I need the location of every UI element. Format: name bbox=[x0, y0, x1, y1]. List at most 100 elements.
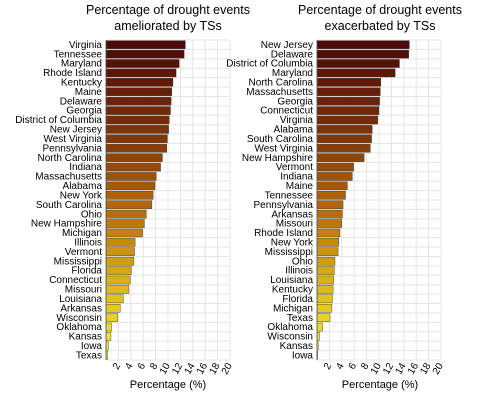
x-tick-label: 20 bbox=[220, 361, 235, 377]
x-tick-label: 2 bbox=[111, 361, 124, 372]
bar bbox=[316, 125, 373, 134]
x-tick-label: 16 bbox=[406, 361, 421, 377]
category-label: New Hampshire bbox=[31, 219, 103, 230]
x-tick-label: 6 bbox=[347, 361, 360, 372]
category-label: Delaware bbox=[271, 49, 314, 60]
bar bbox=[316, 191, 346, 200]
category-label: Florida bbox=[282, 294, 313, 305]
bar bbox=[105, 219, 145, 228]
category-label: Indiana bbox=[69, 162, 102, 173]
category-label: Michigan bbox=[62, 228, 102, 239]
category-label: Rhode Island bbox=[43, 68, 102, 79]
bar bbox=[105, 200, 153, 209]
bar bbox=[316, 219, 342, 228]
category-label: District of Columbia bbox=[226, 59, 313, 70]
bar bbox=[105, 266, 132, 275]
category-label: South Carolina bbox=[36, 200, 103, 211]
bar bbox=[105, 294, 124, 304]
x-tick-label: 12 bbox=[381, 361, 396, 377]
category-label: Alabama bbox=[63, 181, 103, 192]
category-label: New Jersey bbox=[261, 40, 313, 51]
category-label: Arkansas bbox=[271, 209, 313, 220]
category-label: Tennessee bbox=[265, 190, 314, 201]
category-label: Florida bbox=[71, 266, 102, 277]
x-tick-label: 18 bbox=[207, 361, 222, 377]
bar bbox=[316, 59, 400, 68]
category-label: Maine bbox=[286, 181, 314, 192]
category-label: Pennsylvania bbox=[43, 143, 103, 154]
category-label: Arkansas bbox=[60, 303, 102, 314]
bar bbox=[316, 285, 334, 294]
bar bbox=[105, 134, 168, 144]
category-label: Texas bbox=[76, 350, 102, 361]
bar bbox=[316, 40, 410, 49]
bar bbox=[105, 322, 112, 332]
category-label: Michigan bbox=[273, 303, 313, 314]
category-label: Tennessee bbox=[54, 49, 103, 60]
bar bbox=[105, 209, 147, 219]
category-label: North Carolina bbox=[38, 153, 103, 164]
bar bbox=[105, 78, 174, 87]
bar bbox=[316, 228, 341, 238]
x-axis-label: Percentage (%) bbox=[130, 379, 206, 391]
x-tick-label: 10 bbox=[158, 361, 173, 377]
x-tick-label: 14 bbox=[394, 361, 409, 377]
bar bbox=[105, 143, 167, 153]
bar bbox=[316, 172, 353, 181]
x-tick-label: 6 bbox=[136, 361, 149, 372]
category-label: South Carolina bbox=[247, 134, 314, 145]
x-tick-label: 14 bbox=[183, 361, 198, 377]
bar bbox=[316, 266, 335, 275]
category-label: Oklahoma bbox=[267, 322, 313, 333]
bar bbox=[316, 303, 333, 313]
x-tick-label: 4 bbox=[123, 361, 136, 372]
category-label: Connecticut bbox=[260, 106, 313, 117]
category-label: Massachusetts bbox=[246, 87, 313, 98]
bar bbox=[105, 115, 170, 125]
chart-title-line1: Percentage of drought events bbox=[298, 3, 462, 17]
chart-exacerbated: Percentage of drought events exacerbated… bbox=[226, 3, 462, 391]
bar bbox=[105, 228, 143, 238]
bar bbox=[105, 332, 112, 341]
category-label: North Carolina bbox=[249, 77, 314, 88]
x-tick-label: 12 bbox=[170, 361, 185, 377]
bar bbox=[105, 285, 130, 294]
category-label: Connecticut bbox=[49, 275, 102, 286]
category-label: Missouri bbox=[65, 285, 102, 296]
bar bbox=[105, 87, 172, 97]
category-label: New York bbox=[271, 237, 314, 248]
category-label: West Virginia bbox=[43, 134, 102, 145]
category-label: Pennsylvania bbox=[254, 200, 314, 211]
x-axis-label: Percentage (%) bbox=[342, 379, 418, 391]
category-label: Indiana bbox=[280, 172, 313, 183]
category-label: Wisconsin bbox=[267, 332, 313, 343]
bar bbox=[105, 40, 186, 49]
bar bbox=[316, 49, 409, 59]
bar bbox=[316, 200, 344, 209]
category-label: Maryland bbox=[61, 59, 102, 70]
bar bbox=[105, 191, 154, 200]
bar bbox=[105, 96, 172, 106]
category-label: Virginia bbox=[69, 40, 103, 51]
category-label: Mississippi bbox=[265, 247, 313, 258]
bar bbox=[105, 153, 163, 162]
category-label: Maryland bbox=[272, 68, 313, 79]
category-label: Wisconsin bbox=[56, 313, 102, 324]
bar bbox=[105, 256, 135, 266]
bar bbox=[316, 68, 396, 78]
bar bbox=[316, 87, 381, 97]
category-label: Mississippi bbox=[54, 256, 102, 267]
x-tick-label: 20 bbox=[431, 361, 446, 377]
bar bbox=[316, 294, 333, 304]
bar bbox=[105, 181, 156, 191]
bar bbox=[105, 59, 180, 68]
bar bbox=[316, 275, 334, 285]
bar bbox=[316, 153, 365, 162]
bar bbox=[316, 78, 382, 87]
bar bbox=[316, 238, 339, 247]
bar bbox=[105, 275, 131, 285]
bar bbox=[316, 115, 378, 125]
category-label: Kentucky bbox=[61, 77, 102, 88]
chart-title-line2: ameliorated by TSs bbox=[114, 19, 221, 33]
